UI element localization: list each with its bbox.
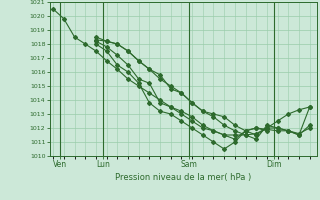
X-axis label: Pression niveau de la mer( hPa ): Pression niveau de la mer( hPa ) <box>115 173 251 182</box>
